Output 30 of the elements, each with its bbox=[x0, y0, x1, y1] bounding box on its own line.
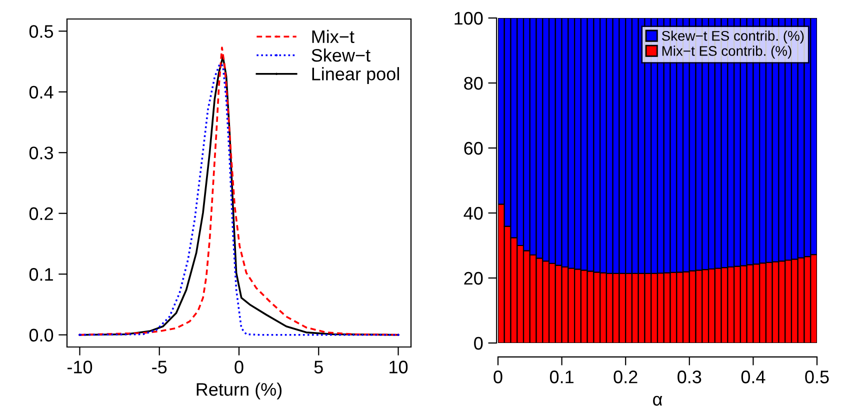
x-axis-title: Return (%) bbox=[196, 382, 282, 400]
x-tick-label: 0 bbox=[494, 370, 502, 384]
x-tick-label: 10 bbox=[390, 360, 408, 374]
y-tick-label: 0.5 bbox=[29, 25, 54, 38]
x-axis-title: α bbox=[653, 396, 662, 406]
x-tick-label: 5 bbox=[314, 360, 323, 374]
y-tick-label: 60 bbox=[464, 142, 483, 155]
y-tick-label: 0 bbox=[474, 336, 483, 350]
y-tick-label: 0.0 bbox=[29, 328, 54, 342]
legend-label: Skew−t ES contrib. (%) bbox=[662, 30, 804, 44]
y-tick-label: 0.1 bbox=[29, 268, 53, 281]
legend-label: Mix−t bbox=[312, 30, 354, 44]
x-tick-label: -5 bbox=[152, 360, 167, 374]
x-tick-label: 0.4 bbox=[741, 370, 766, 384]
legend-label: Skew−t bbox=[312, 48, 370, 62]
y-tick-label: 100 bbox=[454, 12, 483, 25]
y-tick-label: 0.3 bbox=[29, 146, 54, 160]
legend-label: Linear pool bbox=[312, 67, 399, 84]
x-tick-label: 0 bbox=[234, 360, 244, 374]
y-tick-label: 0.4 bbox=[29, 86, 54, 99]
y-tick-label: 40 bbox=[464, 206, 483, 220]
y-tick-label: 20 bbox=[464, 272, 483, 285]
y-tick-label: 80 bbox=[464, 76, 483, 90]
x-tick-label: 0.5 bbox=[805, 370, 829, 384]
x-tick-label: -10 bbox=[67, 360, 92, 374]
x-tick-label: 0.1 bbox=[550, 370, 574, 384]
legend-label: Mix−t ES contrib. (%) bbox=[662, 46, 792, 59]
y-tick-label: 0.2 bbox=[29, 207, 53, 220]
x-tick-label: 0.2 bbox=[614, 370, 638, 384]
x-tick-label: 0.3 bbox=[678, 370, 702, 384]
